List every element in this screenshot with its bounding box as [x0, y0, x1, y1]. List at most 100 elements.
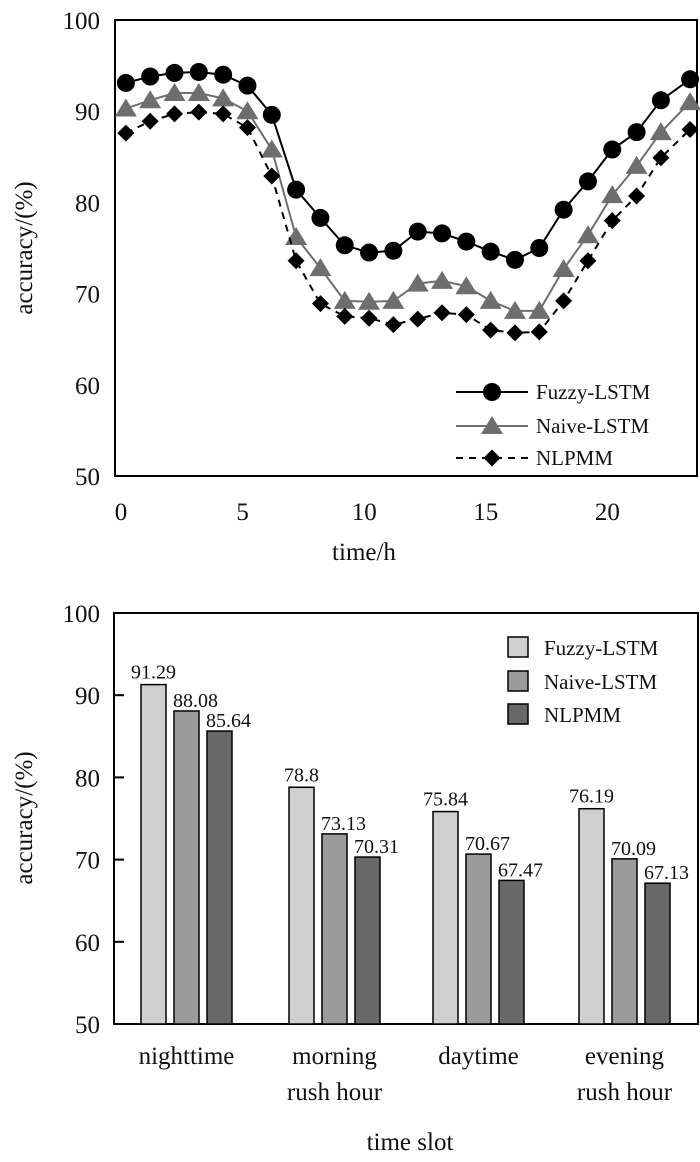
- line-chart-y-tick-label: 100: [63, 8, 101, 35]
- line-point: [530, 323, 548, 341]
- line-point: [141, 67, 160, 86]
- line-point: [287, 180, 306, 199]
- line-point: [408, 222, 427, 241]
- line-point: [603, 140, 622, 159]
- line-point: [309, 258, 332, 277]
- bar-legend-label: Naive-LSTM: [544, 670, 657, 694]
- line-point: [503, 300, 526, 319]
- line-point: [479, 290, 502, 309]
- line-chart-y-tick-label: 50: [75, 464, 100, 491]
- bar-chart-y-tick-label: 60: [75, 930, 100, 957]
- line-point: [311, 208, 330, 227]
- line-point: [285, 227, 308, 246]
- line-legend-label: NLPMM: [536, 446, 613, 470]
- line-point: [651, 91, 670, 110]
- line-point: [652, 149, 670, 167]
- line-point: [627, 123, 646, 142]
- line-point: [166, 105, 184, 123]
- line-point: [189, 62, 208, 81]
- line-point: [382, 290, 405, 309]
- bar-legend-label: NLPMM: [544, 703, 621, 727]
- bar-data-label: 85.64: [206, 710, 251, 732]
- line-point: [409, 310, 427, 328]
- line-chart-y-tick-label: 60: [75, 373, 100, 400]
- line-point: [506, 324, 524, 342]
- bar: [288, 786, 315, 1025]
- line-point: [212, 88, 235, 107]
- bar: [354, 856, 381, 1025]
- line-point: [433, 304, 451, 322]
- line-point: [260, 139, 283, 158]
- line-chart-plot-frame: [114, 19, 698, 477]
- line-point: [679, 92, 700, 111]
- line-point: [117, 124, 135, 142]
- line-point: [578, 172, 597, 191]
- line-point: [214, 105, 232, 123]
- line-legend-marker: [483, 383, 501, 401]
- line-point: [333, 290, 356, 309]
- bar-chart-category-label: evening: [585, 1043, 665, 1070]
- line-point: [433, 224, 452, 243]
- bar-chart-category-label: daytime: [438, 1043, 519, 1070]
- line-series-fuzzy-lstm: [116, 62, 700, 269]
- bar-chart-y-tick-label: 50: [75, 1012, 100, 1039]
- bar-chart-y-tick-label: 90: [75, 683, 100, 710]
- line-point: [530, 239, 549, 257]
- bar-data-label: 76.19: [569, 786, 614, 808]
- line-series-path: [125, 70, 691, 261]
- line-point: [431, 270, 454, 289]
- bar-chart-y-tick-label: 70: [75, 848, 100, 875]
- line-point: [628, 187, 646, 205]
- line-chart-y-tick-label: 80: [75, 190, 100, 217]
- line-point: [603, 212, 621, 230]
- bar: [498, 879, 525, 1025]
- bar: [173, 710, 200, 1025]
- line-chart-y-tick-label: 70: [75, 282, 100, 309]
- line-chart-x-axis-title: time/h: [332, 539, 396, 566]
- line-point: [649, 122, 672, 141]
- line-point: [457, 306, 475, 324]
- bar-data-label: 73.13: [321, 813, 366, 835]
- line-point: [360, 243, 379, 262]
- bar-chart-category-label: rush hour: [287, 1079, 383, 1106]
- bar-data-label: 75.84: [423, 789, 468, 811]
- line-chart-x-tick-label: 5: [236, 499, 249, 526]
- line-point: [311, 295, 329, 313]
- bar-chart-y-ticks: 50 60 70 80 90 100: [63, 601, 124, 1039]
- line-chart-y-ticks: 50 60 70 80 90 100: [63, 8, 101, 491]
- line-point: [579, 252, 597, 270]
- line-point: [263, 167, 281, 185]
- bar-data-label: 67.13: [644, 862, 689, 884]
- line-chart-x-tick-label: 20: [595, 499, 620, 526]
- line-legend-label: Naive-LSTM: [536, 414, 649, 438]
- bar-legend-swatch: [507, 670, 529, 692]
- line-point: [681, 70, 700, 89]
- line-legend-item: Naive-LSTM: [456, 414, 649, 438]
- line-point: [552, 258, 575, 277]
- line-chart-x-ticks: 0 5 10 15 20: [115, 499, 620, 526]
- bar-legend-item: Fuzzy-LSTM: [507, 636, 659, 660]
- line-point: [358, 291, 381, 310]
- bar-chart-x-ticks: nighttime morning rush hour daytime evening r…: [139, 1043, 673, 1106]
- bar: [644, 882, 671, 1025]
- line-chart-y-axis-title: accuracy/(%): [11, 181, 38, 314]
- bar-data-label: 70.09: [611, 838, 656, 860]
- bar: [578, 807, 605, 1025]
- bar-chart-category-label: nighttime: [139, 1043, 235, 1070]
- line-point: [116, 73, 135, 92]
- line-chart-y-tick-label: 90: [75, 99, 100, 126]
- bar: [611, 858, 638, 1025]
- bar-data-label: 70.31: [354, 836, 399, 858]
- bar-data-label: 88.08: [173, 690, 218, 712]
- line-point: [238, 76, 257, 95]
- line-chart: 50 60 70 80 90 100 0 5 10 15 20 time/h accuracy/(…: [11, 8, 700, 566]
- line-point: [335, 236, 354, 255]
- bar-legend-label: Fuzzy-LSTM: [544, 636, 659, 660]
- bar-chart-category-label: morning: [292, 1043, 377, 1070]
- line-point: [139, 90, 162, 109]
- line-series-naive-lstm: [114, 82, 700, 319]
- line-legend-marker: [483, 449, 501, 467]
- line-point: [681, 120, 699, 138]
